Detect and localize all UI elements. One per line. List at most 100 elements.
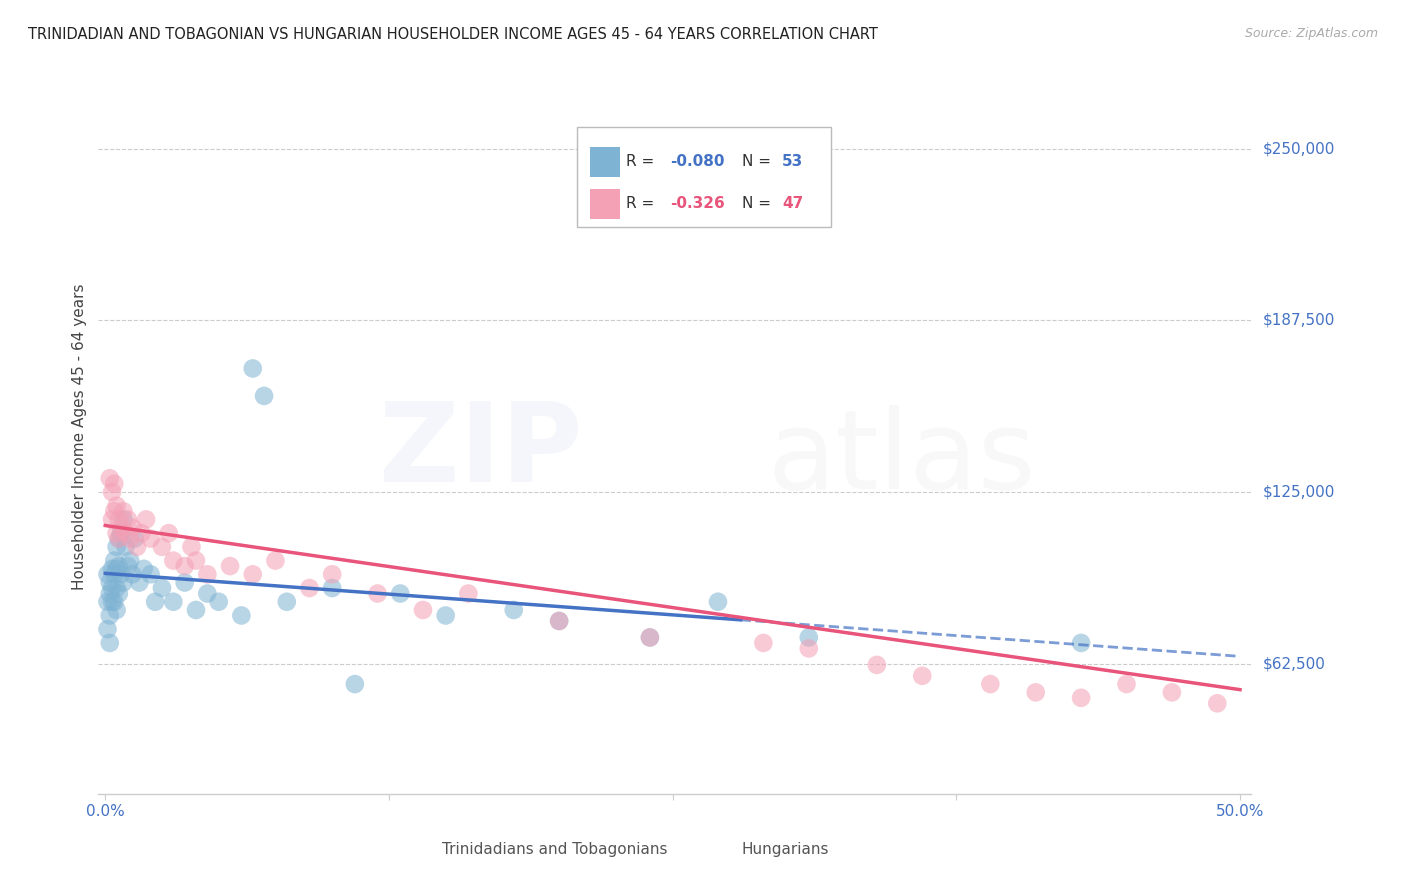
Point	[117, 559, 139, 574]
FancyBboxPatch shape	[589, 189, 620, 219]
Point	[120, 532, 142, 546]
Text: N =: N =	[742, 153, 776, 169]
Point	[1070, 690, 1092, 705]
Point	[105, 540, 128, 554]
Point	[110, 521, 132, 535]
FancyBboxPatch shape	[589, 147, 620, 177]
Point	[195, 586, 218, 600]
Text: R =: R =	[627, 153, 659, 169]
Point	[208, 595, 231, 609]
Point	[242, 361, 264, 376]
Point	[911, 669, 934, 683]
Point	[103, 567, 125, 582]
Point	[162, 553, 184, 567]
Point	[98, 586, 121, 600]
Point	[730, 147, 752, 161]
Point	[502, 603, 524, 617]
Point	[1206, 696, 1229, 710]
Point	[367, 586, 389, 600]
Text: -0.326: -0.326	[671, 195, 725, 211]
Point	[98, 471, 121, 485]
Point	[121, 567, 143, 582]
Point	[139, 567, 162, 582]
Point	[797, 641, 820, 656]
Point	[131, 526, 153, 541]
Point	[96, 567, 118, 582]
Point	[103, 553, 125, 567]
Text: TRINIDADIAN AND TOBAGONIAN VS HUNGARIAN HOUSEHOLDER INCOME AGES 45 - 64 YEARS CO: TRINIDADIAN AND TOBAGONIAN VS HUNGARIAN …	[28, 27, 877, 42]
Point	[108, 559, 131, 574]
Point	[121, 521, 143, 535]
Point	[117, 512, 139, 526]
Point	[434, 608, 457, 623]
Text: 47: 47	[782, 195, 803, 211]
Point	[219, 559, 242, 574]
FancyBboxPatch shape	[576, 127, 831, 227]
Text: atlas: atlas	[768, 405, 1036, 512]
Text: Source: ZipAtlas.com: Source: ZipAtlas.com	[1244, 27, 1378, 40]
Point	[105, 581, 128, 595]
Point	[979, 677, 1001, 691]
Point	[321, 581, 343, 595]
Point	[120, 553, 142, 567]
Point	[108, 532, 131, 546]
FancyBboxPatch shape	[396, 841, 434, 865]
Point	[103, 476, 125, 491]
Point	[105, 526, 128, 541]
Text: ZIP: ZIP	[380, 398, 582, 505]
Point	[112, 575, 135, 590]
Y-axis label: Householder Income Ages 45 - 64 years: Householder Income Ages 45 - 64 years	[72, 284, 87, 591]
Point	[184, 553, 207, 567]
Point	[157, 526, 180, 541]
Text: $62,500: $62,500	[1263, 656, 1326, 671]
Point	[105, 562, 128, 576]
Point	[184, 603, 207, 617]
Point	[96, 595, 118, 609]
Point	[173, 559, 195, 574]
Point	[98, 575, 121, 590]
Point	[866, 657, 889, 672]
Point	[162, 595, 184, 609]
Point	[143, 595, 166, 609]
Text: $187,500: $187,500	[1263, 313, 1334, 328]
Point	[125, 540, 148, 554]
Point	[112, 504, 135, 518]
Text: R =: R =	[627, 195, 659, 211]
Point	[298, 581, 321, 595]
Point	[105, 499, 128, 513]
Point	[150, 540, 173, 554]
Text: N =: N =	[742, 195, 776, 211]
Point	[128, 575, 150, 590]
Point	[103, 595, 125, 609]
Text: $125,000: $125,000	[1263, 484, 1334, 500]
Point	[135, 512, 157, 526]
Point	[108, 532, 131, 546]
Point	[101, 512, 124, 526]
Point	[253, 389, 276, 403]
Point	[124, 532, 146, 546]
Point	[98, 608, 121, 623]
Text: $250,000: $250,000	[1263, 142, 1334, 156]
Point	[101, 562, 124, 576]
Point	[797, 631, 820, 645]
Point	[412, 603, 434, 617]
Point	[101, 581, 124, 595]
Text: Hungarians: Hungarians	[742, 842, 830, 857]
Point	[1025, 685, 1047, 699]
Point	[150, 581, 173, 595]
Point	[139, 532, 162, 546]
Point	[638, 631, 661, 645]
Point	[752, 636, 775, 650]
Point	[173, 575, 195, 590]
Point	[638, 631, 661, 645]
FancyBboxPatch shape	[696, 841, 735, 865]
Point	[110, 567, 132, 582]
Point	[343, 677, 366, 691]
Point	[101, 595, 124, 609]
Point	[548, 614, 571, 628]
Point	[1070, 636, 1092, 650]
Point	[112, 512, 135, 526]
Point	[707, 595, 730, 609]
Point	[108, 512, 131, 526]
Point	[114, 526, 136, 541]
